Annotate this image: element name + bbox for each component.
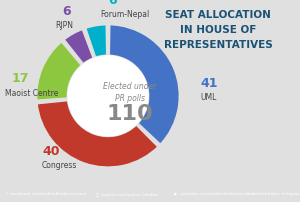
Text: RJPN: RJPN bbox=[55, 21, 73, 30]
Text: f  facebook.com/onlinekhaborneews/: f facebook.com/onlinekhaborneews/ bbox=[6, 191, 86, 195]
Wedge shape bbox=[109, 25, 180, 145]
Wedge shape bbox=[63, 29, 94, 65]
Text: 40: 40 bbox=[42, 144, 59, 157]
Text: Elected under: Elected under bbox=[103, 82, 157, 91]
Text: Maoist Centre: Maoist Centre bbox=[5, 88, 58, 97]
Text: © onlinekhabor infographic: © onlinekhabor infographic bbox=[246, 191, 300, 195]
Wedge shape bbox=[36, 100, 159, 168]
Text: 110: 110 bbox=[107, 103, 153, 123]
Text: 41: 41 bbox=[200, 77, 218, 89]
Text: ▶  youtube.com/onlinekhaborneews/: ▶ youtube.com/onlinekhaborneews/ bbox=[174, 191, 254, 195]
Circle shape bbox=[68, 57, 148, 136]
Text: SEAT ALLOCATION: SEAT ALLOCATION bbox=[165, 10, 271, 20]
Wedge shape bbox=[36, 42, 82, 101]
Text: IN HOUSE OF: IN HOUSE OF bbox=[180, 25, 256, 35]
Text: 17: 17 bbox=[12, 72, 29, 84]
Text: Congress: Congress bbox=[42, 160, 77, 169]
Wedge shape bbox=[85, 25, 107, 59]
Text: 🐦  twitter.com/online_khabar: 🐦 twitter.com/online_khabar bbox=[96, 191, 158, 195]
Text: REPRESENTATIVES: REPRESENTATIVES bbox=[164, 40, 272, 50]
Text: 6: 6 bbox=[62, 5, 70, 18]
Text: PR polls: PR polls bbox=[115, 94, 145, 103]
Text: UML: UML bbox=[200, 92, 216, 101]
Text: 6: 6 bbox=[108, 0, 117, 7]
Text: Forum-Nepal: Forum-Nepal bbox=[100, 10, 149, 19]
